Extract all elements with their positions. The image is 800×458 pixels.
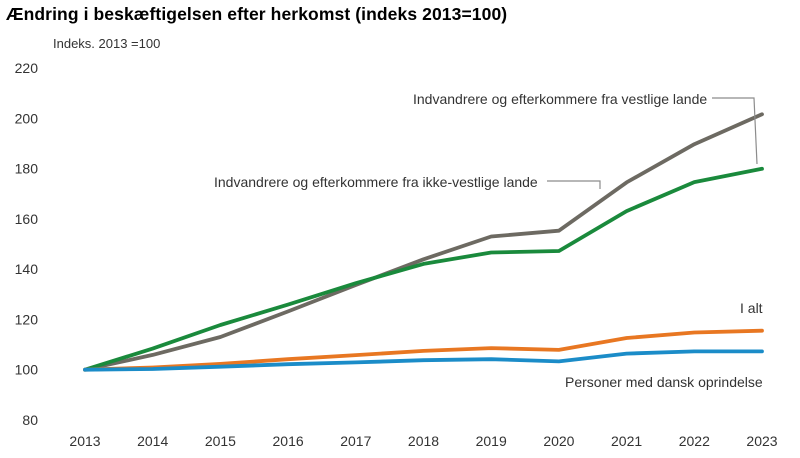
y-tick-label: 160 — [15, 211, 39, 227]
y-tick-label: 100 — [15, 362, 39, 378]
y-tick-label: 140 — [15, 261, 39, 277]
y-tick-label: 180 — [15, 161, 39, 177]
y-unit-label: Indeks. 2013 =100 — [53, 36, 160, 51]
y-tick-label: 120 — [15, 311, 39, 327]
x-tick-label: 2015 — [205, 433, 236, 449]
series-label-ikke-vestlige: Indvandrere og efterkommere fra ikke-ves… — [214, 174, 538, 190]
y-tick-label: 80 — [22, 412, 38, 428]
series-line-1 — [83, 112, 764, 372]
x-tick-label: 2016 — [273, 433, 304, 449]
leader-line-vestlige — [712, 97, 758, 165]
x-tick-label: 2022 — [679, 433, 710, 449]
series-label-i-alt: I alt — [740, 300, 763, 316]
y-tick-label: 200 — [15, 110, 39, 126]
x-tick-label: 2021 — [611, 433, 642, 449]
x-tick-label: 2017 — [340, 433, 371, 449]
x-axis-ticks: 2013 2014 2015 2016 2017 2018 2019 2020 2021 2022… — [69, 433, 777, 449]
leader-line-ikke-vestlige — [547, 180, 601, 189]
x-tick-label: 2020 — [543, 433, 574, 449]
y-axis-ticks: 80 100 120 140 160 180 200 220 — [15, 60, 39, 428]
x-tick-label: 2019 — [476, 433, 507, 449]
x-tick-label: 2023 — [746, 433, 777, 449]
y-tick-label: 220 — [15, 60, 39, 76]
series-line-4 — [83, 349, 764, 372]
x-tick-label: 2018 — [408, 433, 439, 449]
series-lines — [83, 112, 764, 372]
chart-title: Ændring i beskæftigelsen efter herkomst … — [6, 4, 508, 24]
series-label-dansk: Personer med dansk oprindelse — [565, 374, 763, 390]
series-line-2 — [83, 166, 764, 372]
x-tick-label: 2014 — [137, 433, 168, 449]
series-annotations: Indvandrere og efterkommere fra vestlige… — [214, 91, 763, 390]
x-tick-label: 2013 — [69, 433, 100, 449]
series-line-3 — [83, 328, 764, 372]
series-label-vestlige: Indvandrere og efterkommere fra vestlige… — [413, 91, 707, 107]
